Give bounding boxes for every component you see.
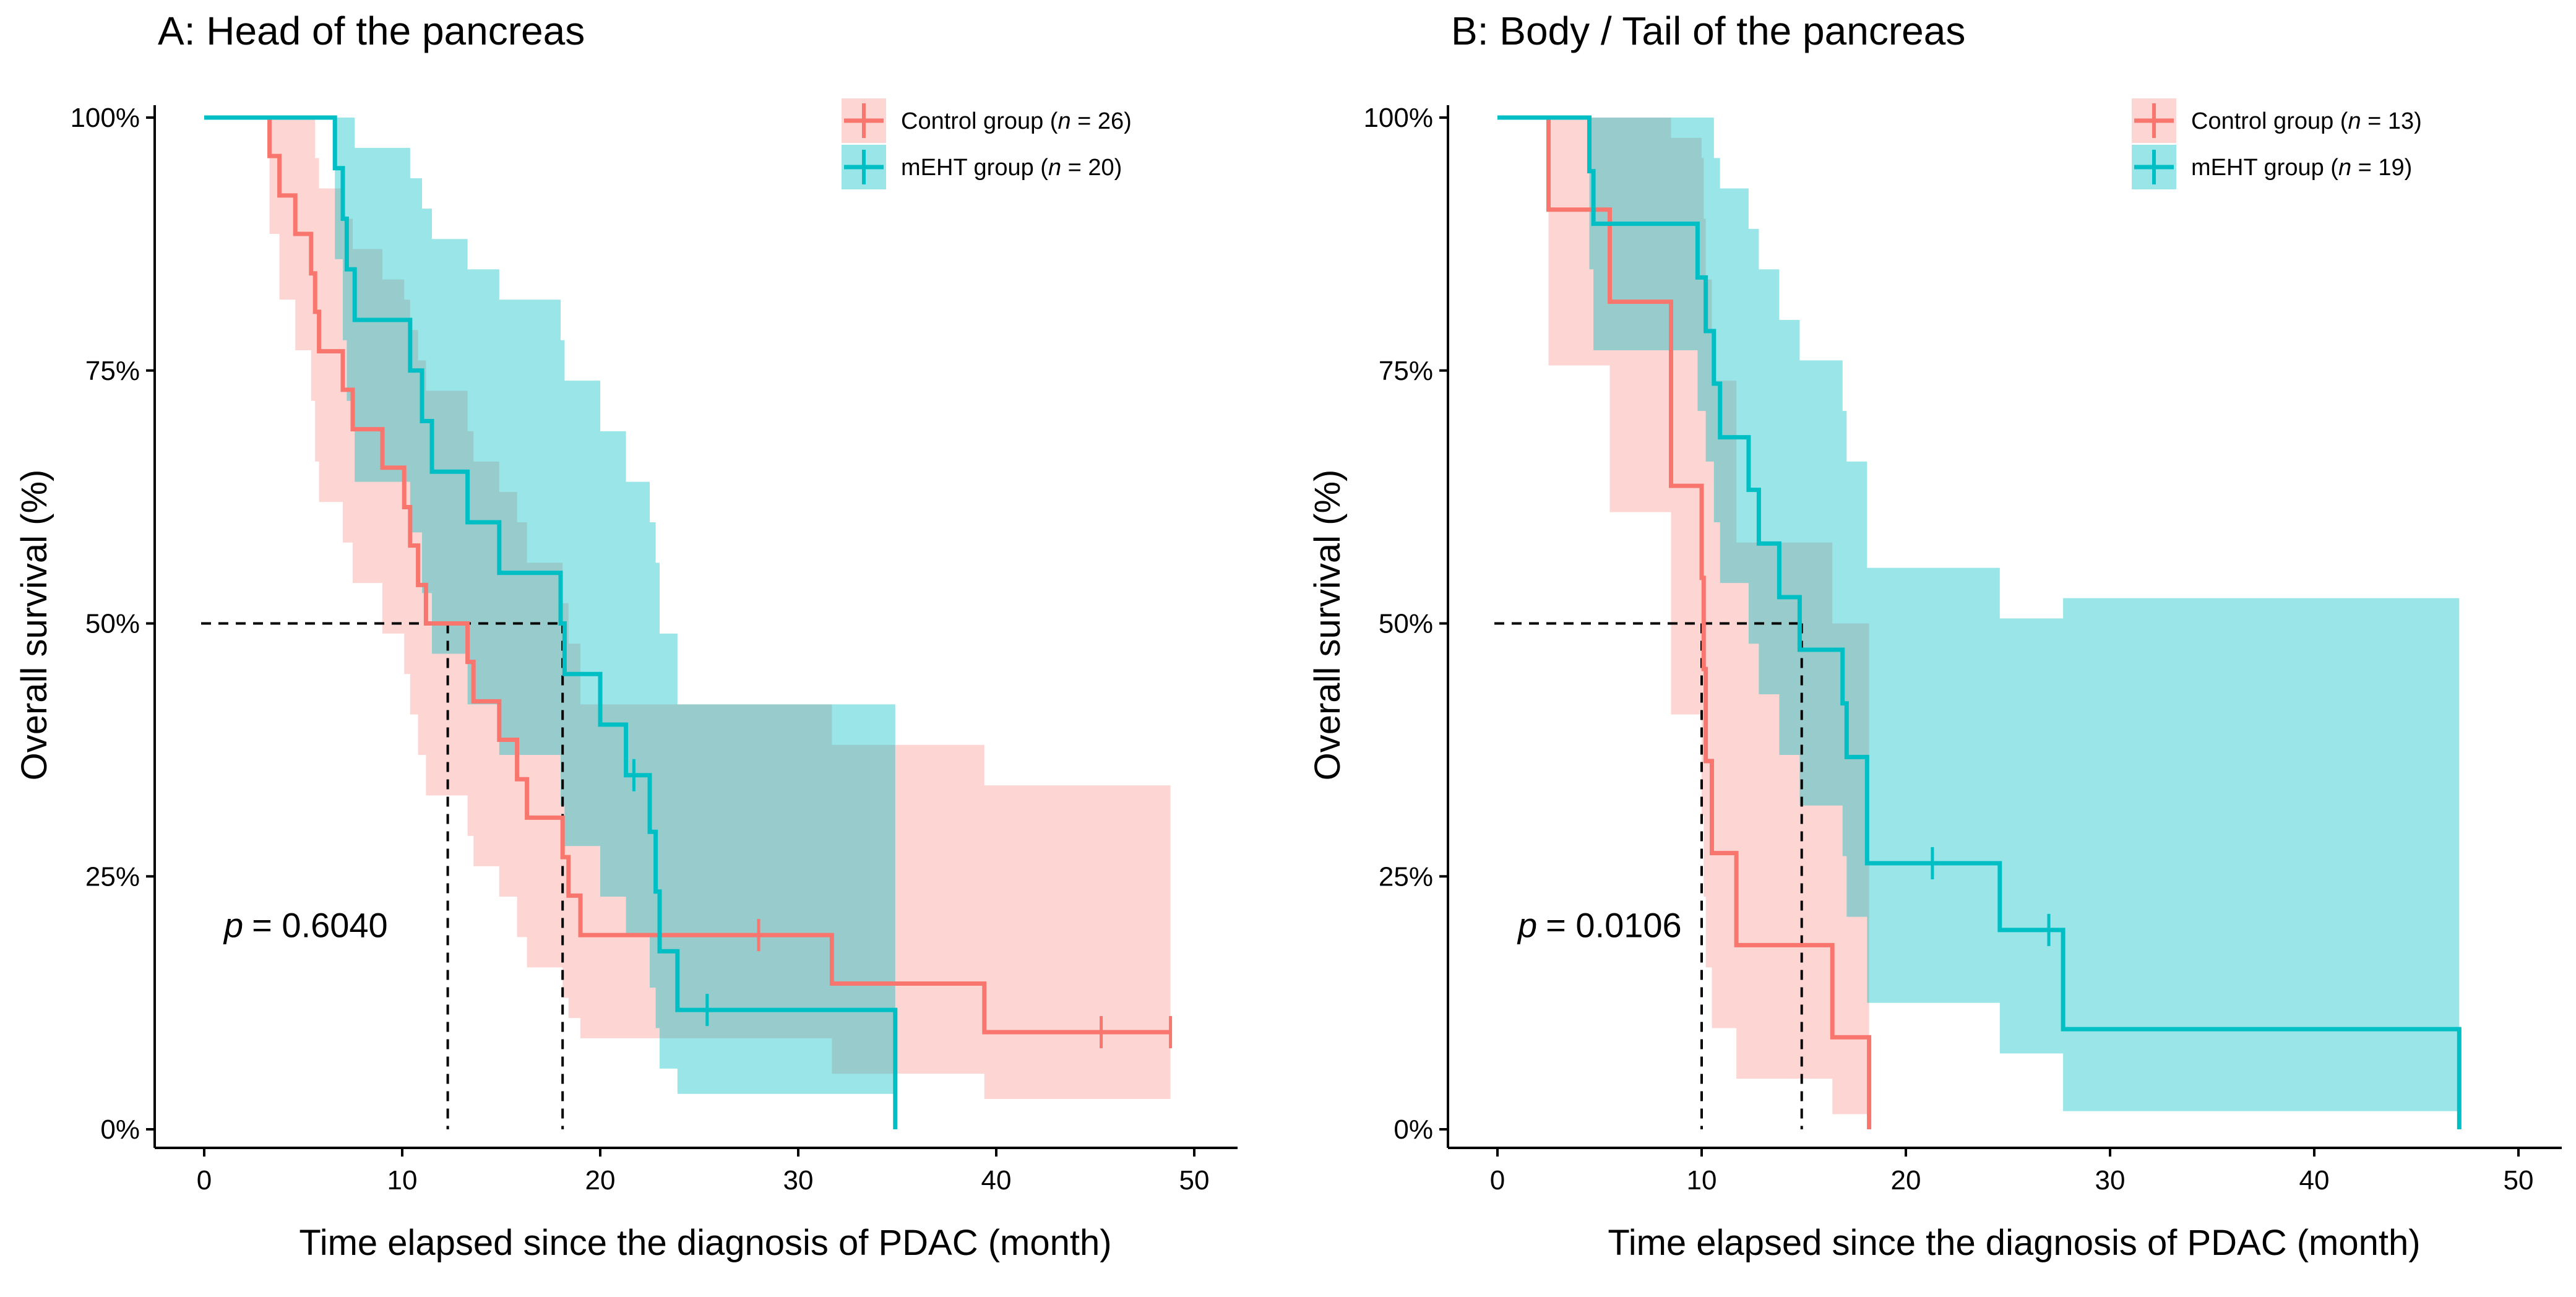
y-tick-label: 0% bbox=[1394, 1114, 1433, 1145]
legend-label-control: Control group (n = 13) bbox=[2191, 108, 2422, 134]
p-value-number: = 0.6040 bbox=[252, 905, 388, 944]
chart-title: B: Body / Tail of the pancreas bbox=[1451, 9, 1965, 53]
legend-group-name: Control group ( bbox=[2191, 108, 2348, 134]
legend-n-symbol: n bbox=[1058, 108, 1070, 134]
legend-label-meht: mEHT group (n = 19) bbox=[2191, 155, 2412, 181]
x-tick-label: 40 bbox=[2299, 1165, 2330, 1196]
p-value-symbol: p bbox=[223, 905, 243, 944]
survival-line-meht bbox=[204, 115, 898, 1129]
legend-n-value: = 20) bbox=[1061, 155, 1122, 181]
y-axis-title: Overall survival (%) bbox=[1307, 470, 1348, 781]
ci-band-control bbox=[1497, 118, 1869, 1129]
y-tick-label: 50% bbox=[85, 609, 140, 639]
x-tick-label: 0 bbox=[1490, 1165, 1505, 1196]
legend-group-name: Control group ( bbox=[901, 108, 1058, 134]
x-tick-label: 20 bbox=[585, 1165, 616, 1196]
p-value-number: = 0.0106 bbox=[1546, 905, 1682, 944]
legend-n-value: = 19) bbox=[2351, 155, 2412, 181]
y-tick-label: 25% bbox=[1379, 861, 1433, 892]
survival-line-control bbox=[204, 115, 1171, 1035]
y-tick-label: 100% bbox=[1363, 103, 1433, 133]
legend-n-symbol: n bbox=[2338, 155, 2351, 181]
legend-label-control: Control group (n = 26) bbox=[901, 108, 1132, 134]
x-tick-label: 30 bbox=[783, 1165, 814, 1196]
ci-band-control bbox=[204, 118, 1171, 1099]
y-tick-label: 50% bbox=[1379, 609, 1433, 639]
x-tick-label: 20 bbox=[1891, 1165, 1921, 1196]
y-tick-label: 75% bbox=[85, 356, 140, 386]
survival-line-control bbox=[1497, 115, 1872, 1129]
chart-panel-b: B: Body / Tail of the pancreas 0% 25% 50% 75… bbox=[1307, 9, 2562, 1263]
legend-group-name: mEHT group ( bbox=[901, 155, 1048, 181]
p-value-label: p = 0.0106 bbox=[1517, 905, 1682, 944]
legend-n-symbol: n bbox=[1048, 155, 1061, 181]
x-tick-label: 40 bbox=[981, 1165, 1012, 1196]
legend-n-value: = 26) bbox=[1071, 108, 1132, 134]
x-tick-label: 30 bbox=[2095, 1165, 2126, 1196]
x-tick-label: 10 bbox=[1687, 1165, 1717, 1196]
x-tick-label: 50 bbox=[1179, 1165, 1210, 1196]
y-tick-label: 100% bbox=[70, 103, 140, 133]
y-tick-label: 0% bbox=[100, 1114, 140, 1145]
x-tick-label: 50 bbox=[2504, 1165, 2534, 1196]
legend-n-symbol: n bbox=[2348, 108, 2361, 134]
chart-panel-a: A: Head of the pancreas 0% 25% 50% 75% 100% 0 1… bbox=[14, 9, 1238, 1263]
y-tick-label: 25% bbox=[85, 861, 140, 892]
p-value-label: p = 0.6040 bbox=[223, 905, 388, 944]
survival-line-meht bbox=[1497, 115, 2462, 1129]
legend-group-name: mEHT group ( bbox=[2191, 155, 2338, 181]
legend-n-value: = 13) bbox=[2361, 108, 2422, 134]
x-tick-label: 10 bbox=[387, 1165, 418, 1196]
x-tick-label: 0 bbox=[197, 1165, 212, 1196]
legend-label-meht: mEHT group (n = 20) bbox=[901, 155, 1122, 181]
x-axis-title: Time elapsed since the diagnosis of PDAC… bbox=[299, 1223, 1111, 1263]
chart-title: A: Head of the pancreas bbox=[158, 9, 585, 53]
p-value-symbol: p bbox=[1517, 905, 1537, 944]
y-tick-label: 75% bbox=[1379, 356, 1433, 386]
ci-band-meht bbox=[1497, 118, 2460, 1129]
x-axis-title: Time elapsed since the diagnosis of PDAC… bbox=[1608, 1223, 2420, 1263]
y-axis-title: Overall survival (%) bbox=[14, 470, 54, 781]
